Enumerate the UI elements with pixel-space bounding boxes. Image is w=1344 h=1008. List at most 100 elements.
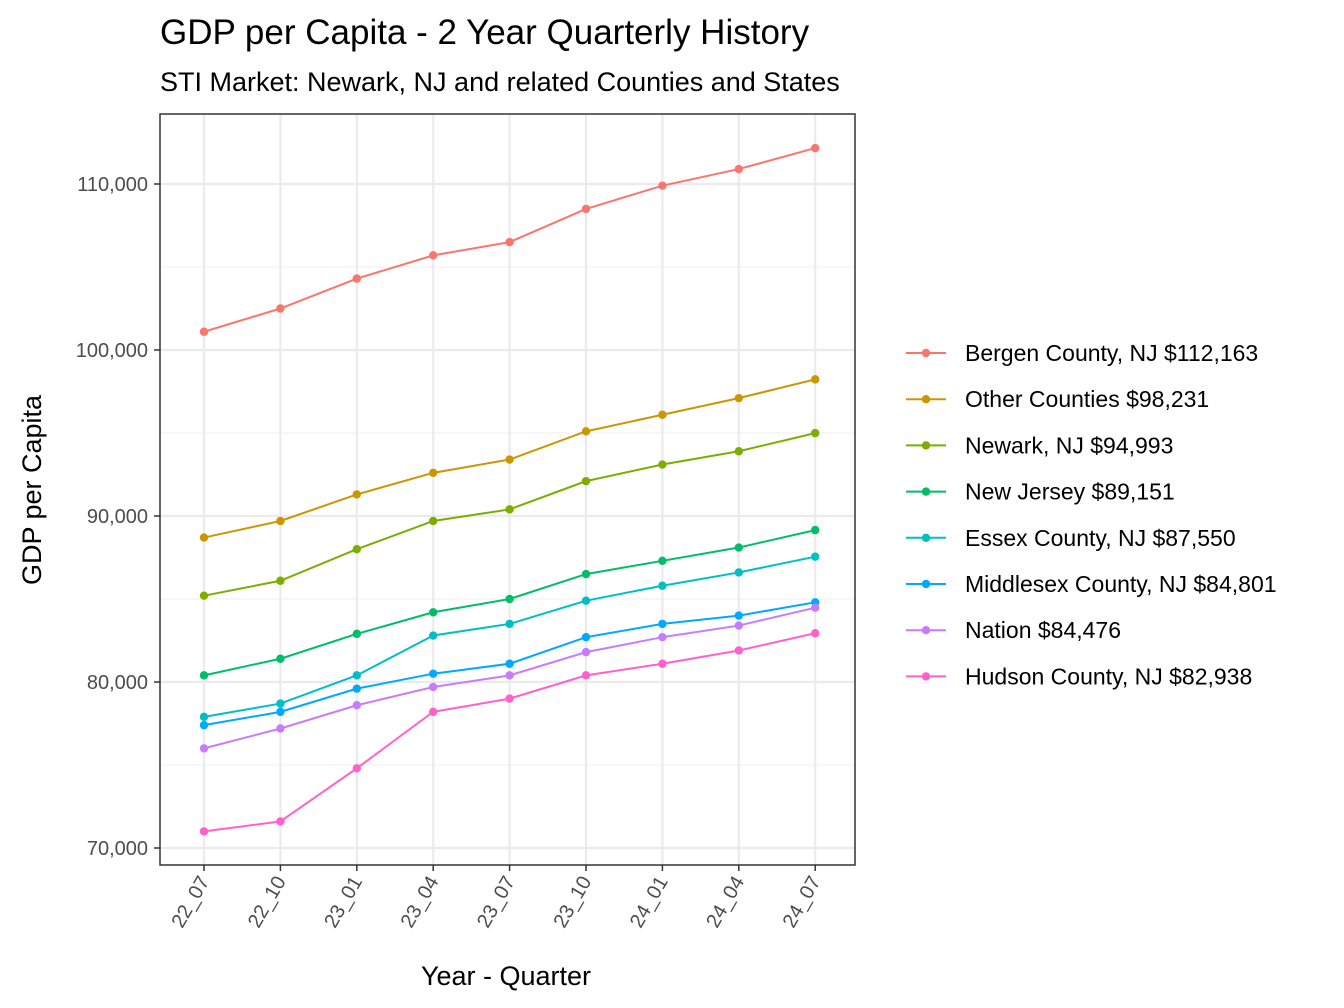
data-point	[658, 460, 667, 469]
data-point	[199, 744, 209, 753]
data-point	[429, 468, 438, 478]
legend-label: Other Counties $98,231	[965, 386, 1209, 412]
legend-label: New Jersey $89,151	[965, 479, 1175, 505]
data-point	[352, 701, 361, 710]
data-point	[276, 724, 285, 733]
data-point	[505, 659, 514, 668]
series-4	[199, 552, 820, 722]
series-3	[199, 525, 820, 680]
data-point	[429, 251, 438, 260]
data-point	[581, 596, 591, 605]
legend: Bergen County, NJ $112,163 Other Counties…	[906, 340, 1277, 689]
data-point	[581, 204, 591, 214]
data-point	[581, 569, 591, 579]
data-point	[658, 581, 667, 590]
data-point	[505, 694, 514, 703]
legend-label: Bergen County, NJ $112,163	[965, 340, 1258, 366]
data-point	[734, 646, 743, 655]
legend-key-point	[921, 533, 931, 542]
data-point	[199, 327, 209, 336]
data-point	[581, 671, 591, 680]
legend-key-point	[921, 626, 931, 635]
legend-item: New Jersey $89,151	[906, 479, 1175, 505]
data-point	[429, 669, 438, 678]
data-point	[505, 455, 514, 464]
data-point	[199, 712, 209, 722]
data-point	[199, 533, 209, 542]
data-point	[276, 817, 285, 826]
plot-border	[159, 113, 856, 866]
series-7	[199, 629, 820, 836]
legend-key-point	[921, 395, 931, 404]
data-point	[352, 671, 361, 680]
data-point	[658, 410, 667, 419]
data-point	[811, 428, 820, 438]
x-tick-label: 23_07	[473, 873, 520, 932]
x-tick-label: 24_01	[626, 873, 673, 932]
y-axis: 70,000 80,000 90,000 100,000 110,000	[76, 174, 160, 860]
data-point	[811, 603, 820, 612]
data-point	[658, 181, 667, 190]
data-point	[505, 671, 514, 680]
legend-key-point	[921, 487, 931, 496]
data-point	[429, 707, 438, 717]
x-tick-label: 23_04	[397, 873, 444, 932]
legend-label: Nation $84,476	[965, 617, 1121, 643]
data-point	[276, 304, 285, 313]
data-point	[276, 516, 285, 526]
legend-label: Essex County, NJ $87,550	[965, 525, 1236, 551]
x-tick-label: 23_01	[320, 873, 367, 932]
data-point	[734, 543, 743, 552]
data-point	[352, 684, 361, 693]
data-point	[199, 827, 209, 836]
y-tick-label: 90,000	[87, 506, 148, 528]
data-point	[581, 632, 591, 642]
data-point	[505, 237, 514, 247]
data-point	[505, 619, 514, 629]
data-point	[581, 427, 591, 436]
data-point	[505, 594, 514, 604]
series-6	[199, 603, 820, 753]
data-point	[505, 505, 514, 514]
y-tick-label: 70,000	[87, 838, 148, 860]
chart-subtitle: STI Market: Newark, NJ and related Count…	[160, 67, 840, 97]
data-point	[352, 274, 361, 283]
y-tick-label: 80,000	[87, 672, 148, 694]
series-2	[199, 428, 820, 600]
data-point	[199, 591, 209, 600]
series-5	[199, 598, 820, 730]
data-point	[352, 490, 361, 499]
panel-background	[160, 114, 855, 865]
legend-key-point	[921, 348, 931, 358]
legend-item: Newark, NJ $94,993	[906, 432, 1173, 458]
data-point	[811, 375, 820, 384]
data-point	[276, 699, 285, 708]
legend-item: Bergen County, NJ $112,163	[906, 340, 1258, 366]
data-point	[734, 621, 743, 630]
legend-item: Essex County, NJ $87,550	[906, 525, 1236, 551]
data-point	[734, 447, 743, 456]
y-axis-title: GDP per Capita	[17, 394, 47, 585]
data-point	[276, 654, 285, 663]
data-point	[734, 164, 743, 174]
data-point	[658, 632, 667, 642]
x-axis: 22_07 22_10 23_01 23_04 23_07 23_10 24_01 24_04…	[167, 865, 826, 932]
legend-item: Other Counties $98,231	[906, 386, 1209, 412]
y-tick-label: 100,000	[76, 340, 148, 362]
major-gridlines	[160, 114, 855, 865]
x-axis-title: Year - Quarter	[421, 961, 591, 991]
legend-key-point	[921, 579, 931, 589]
legend-item: Hudson County, NJ $82,938	[906, 663, 1252, 689]
data-point	[734, 611, 743, 620]
data-point	[429, 516, 438, 526]
data-point	[199, 671, 209, 680]
data-point	[734, 393, 743, 403]
data-point	[658, 619, 667, 629]
data-point	[352, 764, 361, 773]
data-point	[352, 545, 361, 554]
chart-title: GDP per Capita - 2 Year Quarterly Histor…	[160, 13, 810, 52]
x-tick-label: 22_10	[244, 873, 291, 932]
data-point	[811, 525, 820, 535]
legend-label: Newark, NJ $94,993	[965, 432, 1173, 458]
